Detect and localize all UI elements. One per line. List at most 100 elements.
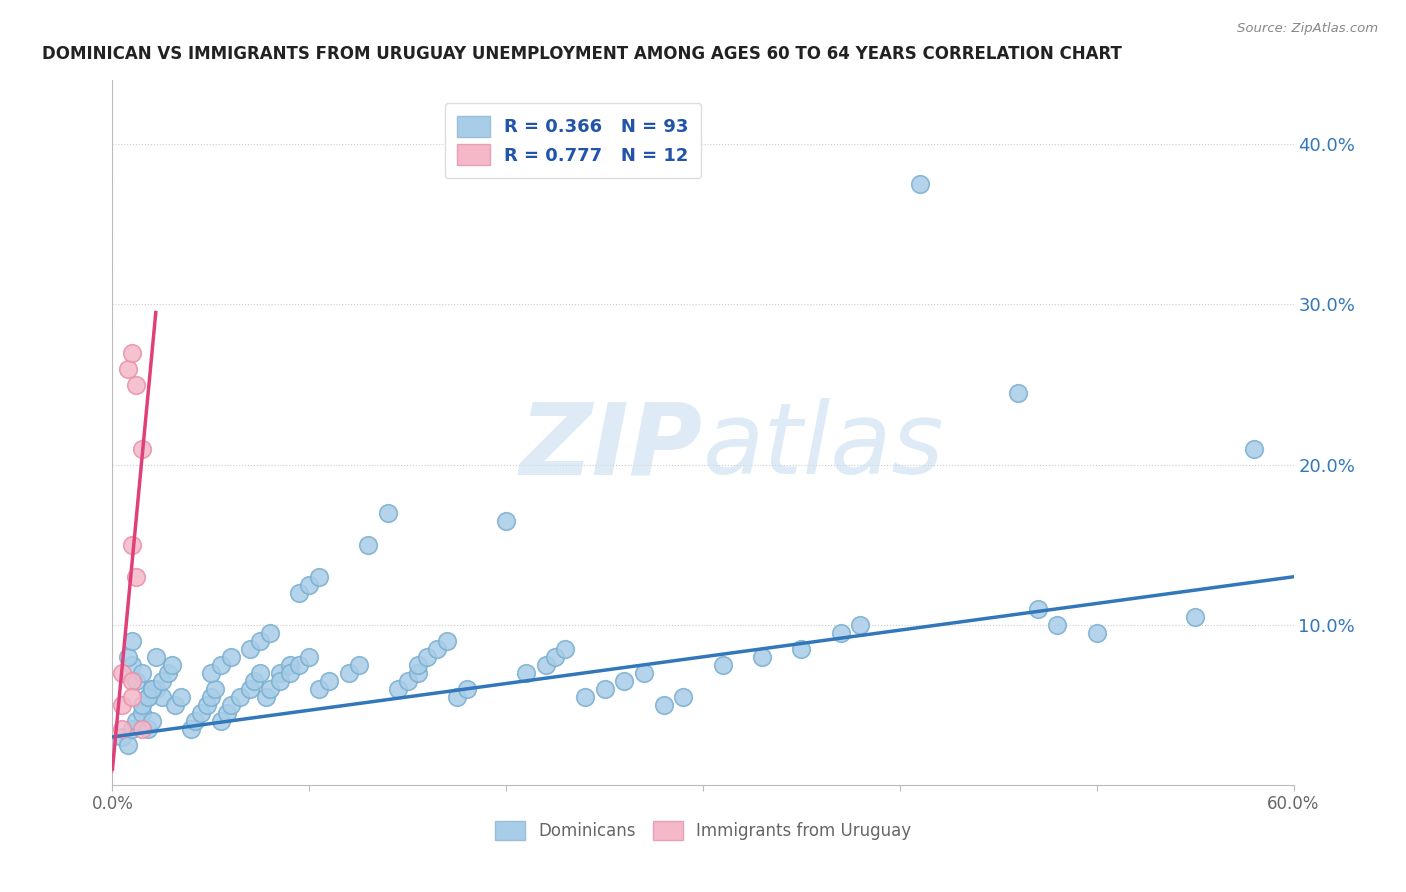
Point xyxy=(495,514,517,528)
Point xyxy=(131,665,153,680)
Point xyxy=(613,673,636,688)
Point xyxy=(170,690,193,704)
Point xyxy=(121,345,143,359)
Point xyxy=(416,649,439,664)
Point xyxy=(145,649,167,664)
Point xyxy=(1243,442,1265,456)
Point xyxy=(357,538,380,552)
Point xyxy=(200,665,222,680)
Point xyxy=(111,698,134,712)
Point xyxy=(254,690,277,704)
Point xyxy=(209,657,232,672)
Point xyxy=(219,698,242,712)
Point xyxy=(396,673,419,688)
Point xyxy=(456,681,478,696)
Point xyxy=(131,706,153,720)
Point xyxy=(593,681,616,696)
Point xyxy=(239,641,262,656)
Point xyxy=(288,586,311,600)
Point xyxy=(249,633,271,648)
Point xyxy=(830,625,852,640)
Point xyxy=(406,665,429,680)
Point xyxy=(426,641,449,656)
Point xyxy=(117,361,139,376)
Point xyxy=(136,722,159,736)
Point xyxy=(111,730,134,744)
Point xyxy=(243,673,266,688)
Point xyxy=(141,681,163,696)
Point xyxy=(751,649,773,664)
Point xyxy=(125,570,148,584)
Point xyxy=(121,633,143,648)
Point xyxy=(239,681,262,696)
Point xyxy=(160,657,183,672)
Point xyxy=(125,377,148,392)
Point xyxy=(337,665,360,680)
Point xyxy=(269,665,291,680)
Point xyxy=(150,673,173,688)
Point xyxy=(259,681,281,696)
Point xyxy=(633,665,655,680)
Point xyxy=(298,649,321,664)
Point xyxy=(184,714,207,728)
Text: ZIP: ZIP xyxy=(520,398,703,495)
Point xyxy=(849,617,872,632)
Point xyxy=(652,698,675,712)
Point xyxy=(1007,385,1029,400)
Point xyxy=(318,673,340,688)
Point xyxy=(141,681,163,696)
Text: DOMINICAN VS IMMIGRANTS FROM URUGUAY UNEMPLOYMENT AMONG AGES 60 TO 64 YEARS CORR: DOMINICAN VS IMMIGRANTS FROM URUGUAY UNE… xyxy=(42,45,1122,63)
Point xyxy=(121,673,143,688)
Point xyxy=(308,681,330,696)
Point xyxy=(544,649,567,664)
Point xyxy=(278,665,301,680)
Point xyxy=(150,690,173,704)
Point xyxy=(377,506,399,520)
Point xyxy=(204,681,226,696)
Point xyxy=(209,714,232,728)
Point xyxy=(574,690,596,704)
Point xyxy=(111,665,134,680)
Point xyxy=(195,698,218,712)
Point xyxy=(131,442,153,456)
Point xyxy=(131,698,153,712)
Point xyxy=(259,625,281,640)
Text: Source: ZipAtlas.com: Source: ZipAtlas.com xyxy=(1237,22,1378,36)
Point xyxy=(288,657,311,672)
Point xyxy=(165,698,187,712)
Point xyxy=(387,681,409,696)
Point xyxy=(145,681,167,696)
Point xyxy=(229,690,252,704)
Point xyxy=(121,657,143,672)
Point xyxy=(790,641,813,656)
Point xyxy=(136,690,159,704)
Point xyxy=(136,690,159,704)
Point xyxy=(278,657,301,672)
Point xyxy=(125,714,148,728)
Point xyxy=(446,690,468,704)
Point xyxy=(117,738,139,752)
Point xyxy=(219,649,242,664)
Point xyxy=(436,633,458,648)
Point xyxy=(298,578,321,592)
Point xyxy=(711,657,734,672)
Point xyxy=(1184,609,1206,624)
Point xyxy=(121,690,143,704)
Point xyxy=(180,722,202,736)
Point xyxy=(200,690,222,704)
Text: atlas: atlas xyxy=(703,398,945,495)
Point xyxy=(125,673,148,688)
Point xyxy=(131,722,153,736)
Legend: Dominicans, Immigrants from Uruguay: Dominicans, Immigrants from Uruguay xyxy=(488,814,918,847)
Point xyxy=(515,665,537,680)
Point xyxy=(308,570,330,584)
Point xyxy=(117,649,139,664)
Point xyxy=(1085,625,1108,640)
Point xyxy=(111,722,134,736)
Point xyxy=(347,657,370,672)
Point xyxy=(1046,617,1069,632)
Point xyxy=(908,178,931,192)
Point xyxy=(190,706,212,720)
Point xyxy=(249,665,271,680)
Point xyxy=(672,690,695,704)
